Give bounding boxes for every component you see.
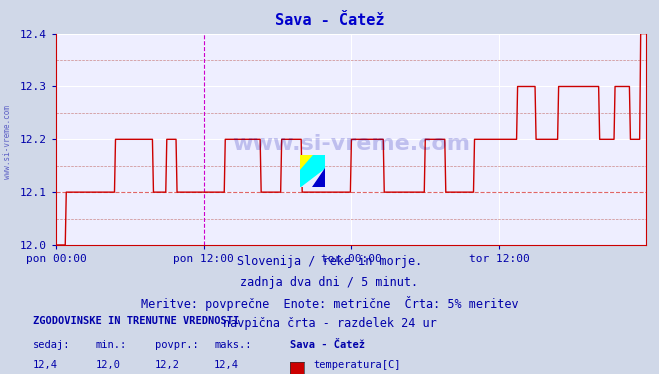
- Text: ZGODOVINSKE IN TRENUTNE VREDNOSTI: ZGODOVINSKE IN TRENUTNE VREDNOSTI: [33, 316, 239, 326]
- Polygon shape: [300, 155, 325, 187]
- Text: 12,0: 12,0: [96, 360, 121, 370]
- Text: zadnja dva dni / 5 minut.: zadnja dva dni / 5 minut.: [241, 276, 418, 289]
- Polygon shape: [300, 155, 314, 171]
- Polygon shape: [312, 168, 325, 187]
- Text: povpr.:: povpr.:: [155, 340, 198, 350]
- Text: 12,2: 12,2: [155, 360, 180, 370]
- Text: min.:: min.:: [96, 340, 127, 350]
- Text: maks.:: maks.:: [214, 340, 252, 350]
- Text: www.si-vreme.com: www.si-vreme.com: [3, 105, 13, 179]
- Text: Sava - Čatež: Sava - Čatež: [290, 340, 365, 350]
- Text: Meritve: povprečne  Enote: metrične  Črta: 5% meritev: Meritve: povprečne Enote: metrične Črta:…: [140, 296, 519, 311]
- Text: www.si-vreme.com: www.si-vreme.com: [232, 134, 470, 154]
- Text: 12,4: 12,4: [33, 360, 58, 370]
- Text: sedaj:: sedaj:: [33, 340, 71, 350]
- Text: 12,4: 12,4: [214, 360, 239, 370]
- Text: Slovenija / reke in morje.: Slovenija / reke in morje.: [237, 255, 422, 268]
- Text: navpična črta - razdelek 24 ur: navpična črta - razdelek 24 ur: [223, 317, 436, 330]
- Text: temperatura[C]: temperatura[C]: [313, 360, 401, 370]
- Text: Sava - Čatež: Sava - Čatež: [275, 13, 384, 28]
